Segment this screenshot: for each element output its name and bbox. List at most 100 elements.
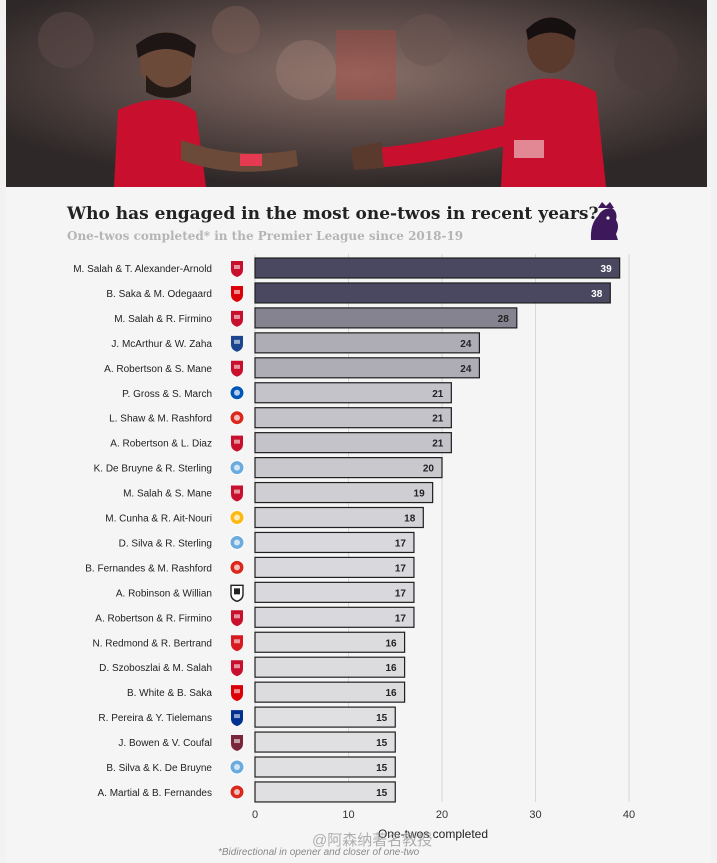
x-tick-label: 0	[252, 809, 258, 821]
row-label: B. Fernandes & M. Rashford	[85, 563, 212, 574]
liverpool-badge-icon	[231, 660, 243, 677]
liverpool-badge-icon	[231, 435, 243, 452]
row-label: M. Cunha & R. Ait-Nouri	[105, 514, 212, 525]
bar-value-label: 39	[601, 264, 613, 275]
arsenal-badge-icon	[231, 685, 243, 702]
bar	[254, 357, 480, 379]
bar-value-label: 16	[385, 663, 397, 674]
bar-value-label: 15	[376, 763, 388, 774]
row-label: M. Salah & T. Alexander-Arnold	[73, 264, 212, 275]
badge-detail	[234, 564, 240, 571]
badge-detail	[234, 314, 240, 319]
chart-title: Who has engaged in the most one-twos in …	[67, 204, 599, 224]
bar	[254, 481, 434, 504]
bar	[254, 432, 452, 454]
bar	[254, 781, 396, 803]
bar	[254, 731, 396, 753]
x-axis-label: One-twos completed	[378, 827, 488, 841]
crystal-palace-badge-icon	[231, 335, 243, 352]
bar-value-label: 21	[432, 389, 444, 400]
badge-detail	[234, 265, 240, 269]
liverpool-badge-icon	[231, 610, 243, 627]
row-label: B. Silva & K. De Bruyne	[106, 763, 212, 774]
badge-detail	[234, 639, 240, 644]
bar	[254, 382, 452, 404]
bar	[254, 307, 518, 329]
row-label: J. McArthur & W. Zaha	[111, 339, 212, 350]
liverpool-badge-icon	[231, 360, 243, 377]
bar	[254, 282, 611, 304]
badge-detail	[234, 439, 240, 444]
bar	[254, 407, 452, 429]
bar	[254, 756, 396, 778]
man-city-badge-icon	[229, 759, 245, 775]
wolves-badge-icon	[229, 510, 245, 525]
southampton-badge-icon	[231, 635, 243, 652]
bar-value-label: 17	[395, 538, 407, 549]
row-label: N. Redmond & R. Bertrand	[93, 638, 213, 649]
badge-detail	[234, 389, 240, 396]
liverpool-badge-icon	[231, 485, 243, 502]
x-tick-label: 20	[436, 809, 448, 821]
bar-value-label: 17	[395, 613, 407, 624]
badge-detail	[234, 464, 240, 471]
row-label: A. Robertson & L. Diaz	[110, 439, 212, 450]
bar-value-label: 16	[385, 638, 397, 649]
man-utd-badge-icon	[229, 410, 245, 426]
badge-detail	[234, 289, 240, 294]
badge-detail	[234, 539, 240, 546]
bar-value-label: 15	[376, 788, 388, 799]
bar-value-label: 28	[498, 314, 510, 325]
bar-value-label: 17	[395, 588, 407, 599]
badge-detail	[234, 339, 240, 344]
salah-and-alexander-arnold-photo	[6, 0, 707, 187]
west-ham-badge-icon	[231, 735, 243, 752]
bar-value-label: 24	[460, 339, 472, 350]
man-utd-badge-icon	[229, 784, 245, 800]
row-label: A. Robertson & S. Mane	[104, 364, 212, 375]
row-label: B. Saka & M. Odegaard	[106, 289, 212, 300]
badge-detail	[234, 414, 240, 421]
row-label: M. Salah & S. Mane	[123, 489, 212, 500]
row-label: D. Silva & R. Sterling	[119, 538, 212, 549]
row-label: P. Gross & S. March	[122, 389, 212, 400]
liverpool-badge-icon	[231, 261, 243, 277]
badge-detail	[234, 588, 240, 595]
row-label: A. Robinson & Willian	[116, 588, 212, 599]
row-label: R. Pereira & Y. Tielemans	[98, 713, 212, 724]
row-label: D. Szoboszlai & M. Salah	[99, 663, 212, 674]
liverpool-badge-icon	[231, 310, 243, 327]
row-label: K. De Bruyne & R. Sterling	[94, 464, 212, 475]
badge-detail	[234, 764, 240, 770]
row-label: B. White & B. Saka	[127, 688, 212, 699]
chart-footnote: *Bidirectional in opener and closer of o…	[218, 847, 420, 858]
bar	[254, 706, 396, 728]
badge-detail	[234, 514, 240, 521]
premier-league-lion-icon	[590, 202, 618, 240]
photo-illustration	[6, 0, 707, 187]
bar	[254, 506, 424, 529]
row-label: A. Martial & B. Fernandes	[98, 788, 213, 799]
badge-detail	[234, 364, 240, 369]
bar	[254, 257, 621, 279]
bar-value-label: 38	[591, 289, 603, 300]
bar-value-label: 15	[376, 713, 388, 724]
badge-detail	[234, 739, 240, 744]
bar-value-label: 18	[404, 514, 416, 525]
leicester-badge-icon	[231, 710, 243, 727]
bar	[254, 332, 480, 354]
bar-value-label: 24	[460, 364, 472, 375]
row-label: J. Bowen & V. Coufal	[118, 738, 212, 749]
bar	[254, 606, 415, 628]
bar-value-label: 20	[423, 464, 435, 475]
bar-value-label: 16	[385, 688, 397, 699]
man-city-badge-icon	[229, 534, 245, 550]
watermark: @阿森纳著名教授	[312, 832, 433, 849]
brighton-badge-icon	[229, 385, 245, 401]
bar	[254, 457, 443, 479]
badge-detail	[234, 489, 240, 494]
man-city-badge-icon	[229, 460, 245, 476]
bar-value-label: 21	[432, 414, 444, 425]
arsenal-badge-icon	[231, 285, 243, 302]
